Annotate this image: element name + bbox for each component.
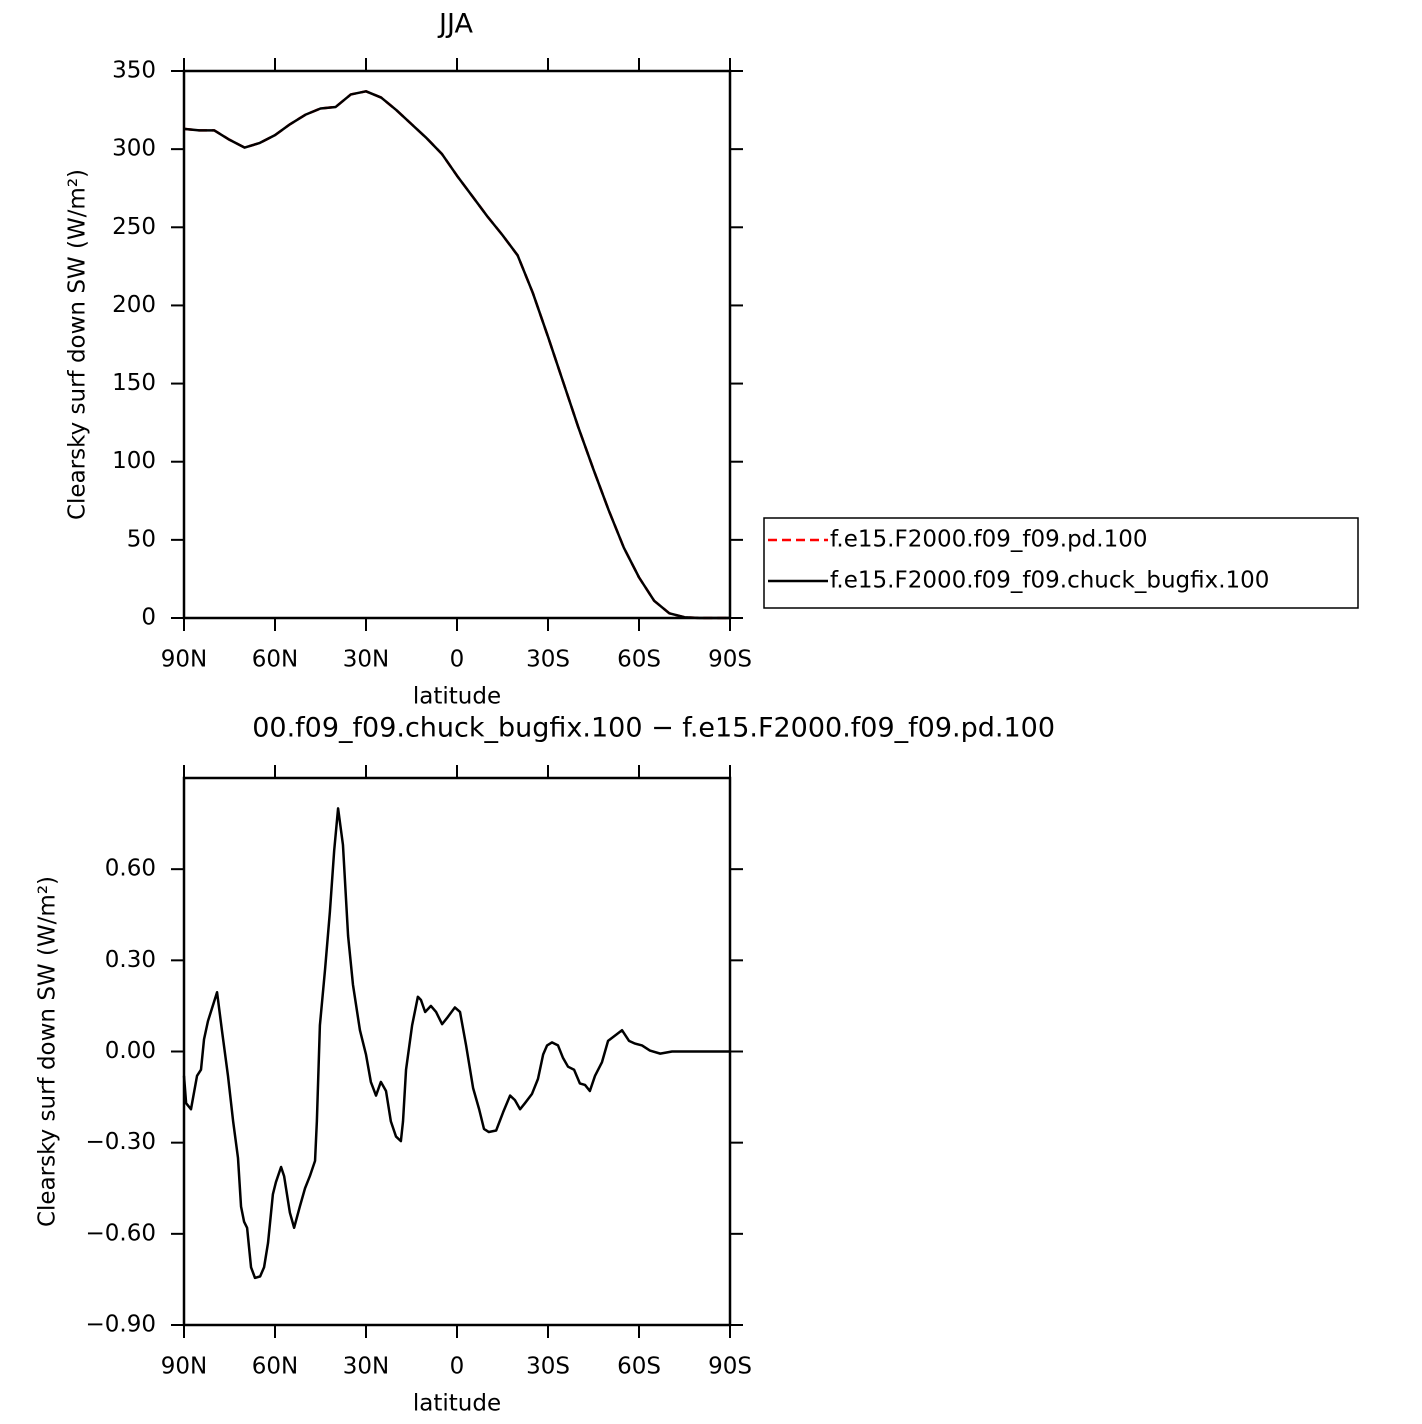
legend-label: f.e15.F2000.f09_f09.pd.100 [830, 527, 1148, 553]
x-tick-label: 0 [450, 1354, 465, 1380]
x-tick-label: 90S [708, 647, 752, 673]
chart-title: 00.f09_f09.chuck_bugfix.100 − f.e15.F200… [252, 713, 1055, 744]
y-axis-label: Clearsky surf down SW (W/m²) [35, 876, 61, 1227]
y-tick-label: 150 [112, 370, 156, 396]
plot-frame [182, 69, 732, 620]
data-line [182, 807, 730, 1280]
x-tick-label: 60S [617, 1354, 661, 1380]
y-tick-label: 100 [112, 448, 156, 474]
x-tick-label: 0 [450, 647, 465, 673]
legend-box [763, 517, 1359, 609]
y-tick-label: 200 [112, 292, 156, 318]
legend-label: f.e15.F2000.f09_f09.chuck_bugfix.100 [830, 568, 1269, 594]
chart-title: JJA [437, 9, 473, 40]
x-tick-label: 60N [252, 647, 298, 673]
x-tick-label: 60S [617, 647, 661, 673]
data-line [183, 90, 730, 620]
y-tick-label: −0.90 [86, 1312, 156, 1338]
y-axis-label: Clearsky surf down SW (W/m²) [65, 169, 91, 520]
x-tick-label: 90N [161, 1354, 207, 1380]
y-tick-label: 0.30 [105, 947, 156, 973]
y-tick-label: 0.00 [105, 1038, 156, 1064]
y-tick-label: 250 [112, 214, 156, 240]
x-tick-label: 30S [526, 1354, 570, 1380]
x-tick-label: 90N [161, 647, 207, 673]
plot-frame [182, 776, 732, 1327]
data-line [183, 90, 730, 620]
y-tick-label: −0.60 [86, 1220, 156, 1246]
x-tick-label: 30N [343, 1354, 389, 1380]
y-tick-label: 0.60 [105, 856, 156, 882]
y-tick-label: 350 [112, 58, 156, 84]
x-tick-label: 30S [526, 647, 570, 673]
x-tick-label: 30N [343, 647, 389, 673]
y-tick-label: 300 [112, 136, 156, 162]
x-tick-label: 90S [708, 1354, 752, 1380]
x-axis-label: latitude [413, 1391, 501, 1417]
y-tick-label: −0.30 [86, 1129, 156, 1155]
y-tick-label: 0 [141, 605, 156, 631]
x-tick-label: 60N [252, 1354, 298, 1380]
y-tick-label: 50 [127, 526, 156, 552]
x-axis-label: latitude [413, 684, 501, 710]
